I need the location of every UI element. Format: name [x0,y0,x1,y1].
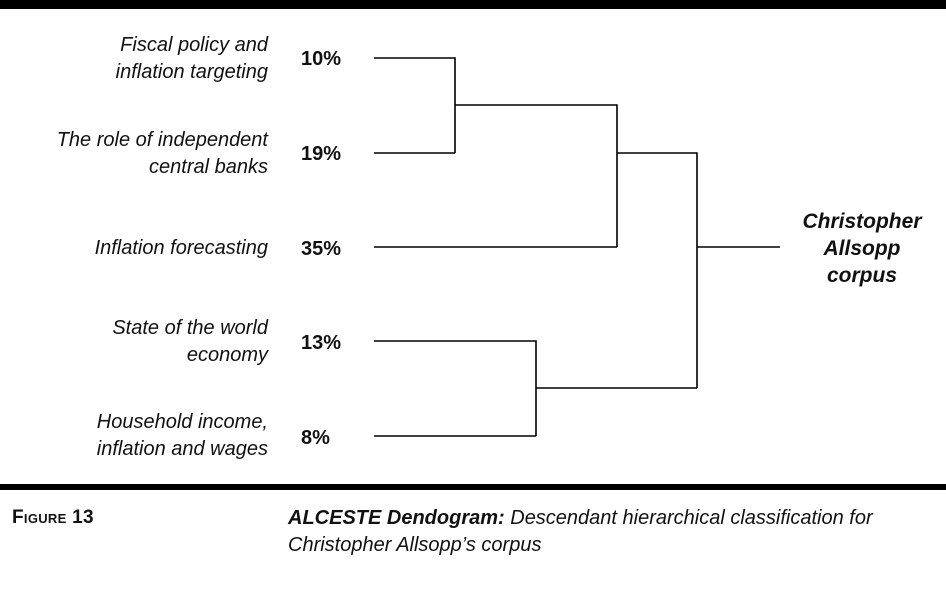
leaf-label-fiscal-policy: Fiscal policy and inflation targeting [116,32,268,86]
branch-merge-2 [617,152,698,388]
leaf-percentage-household-income: 8% [301,427,330,449]
root-label-line: corpus [826,264,897,287]
leaf-label-central-banks: The role of independent central banks [57,127,268,181]
leaf-label-line: central banks [149,156,268,178]
leaf-percentage-world-economy: 13% [301,332,342,354]
branch-world-economy [374,340,537,436]
figure-number: Figure 13 [12,507,94,528]
leaf-percentage-central-banks: 19% [301,143,342,165]
leaf-label-line: inflation targeting [115,61,268,83]
leaf-label-line: Household income, [96,411,268,433]
bottom-rule [0,484,946,490]
leaf-percentage-fiscal-policy: 10% [301,48,342,70]
leaf-label-line: Fiscal policy and [120,34,268,56]
leaf-label-household-income: Household income, inflation and wages [97,409,268,463]
root-label: Christopher Allsopp corpus [782,208,942,289]
root-label-line: Christopher [802,210,922,233]
leaf-label-line: Inflation forecasting [94,237,268,259]
leaf-percentage-inflation-forecasting: 35% [301,238,342,260]
leaf-label-inflation-forecasting: Inflation forecasting [95,235,268,262]
leaf-label-line: economy [186,344,268,366]
leaf-label-world-economy: State of the world economy [112,315,268,369]
branch-fiscal-policy [374,57,456,153]
leaf-label-line: The role of independent [56,129,268,151]
leaf-label-line: inflation and wages [96,438,268,460]
top-rule [0,0,946,9]
leaf-label-line: State of the world [112,317,268,339]
branch-merge-1 [455,104,618,247]
root-label-line: Allsopp [823,237,901,260]
caption-bold: ALCESTE Dendogram: [288,507,505,529]
figure-caption: ALCESTE Dendogram: Descendant hierarchic… [288,505,938,559]
caption-text: Descendant hierarchical classification f… [288,507,873,556]
